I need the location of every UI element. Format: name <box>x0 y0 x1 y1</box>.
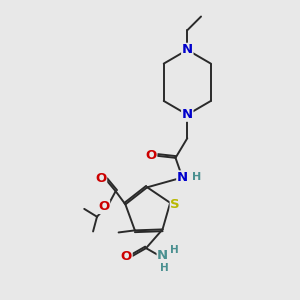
Text: N: N <box>182 44 193 56</box>
Text: H: H <box>191 172 201 182</box>
Text: H: H <box>160 263 169 273</box>
Text: O: O <box>95 172 106 185</box>
Text: N: N <box>177 171 188 184</box>
Text: O: O <box>146 149 157 162</box>
Text: N: N <box>182 108 193 121</box>
Text: S: S <box>170 198 180 211</box>
Text: O: O <box>121 250 132 263</box>
Text: H: H <box>170 245 179 255</box>
Text: N: N <box>157 248 168 262</box>
Text: O: O <box>98 200 110 213</box>
